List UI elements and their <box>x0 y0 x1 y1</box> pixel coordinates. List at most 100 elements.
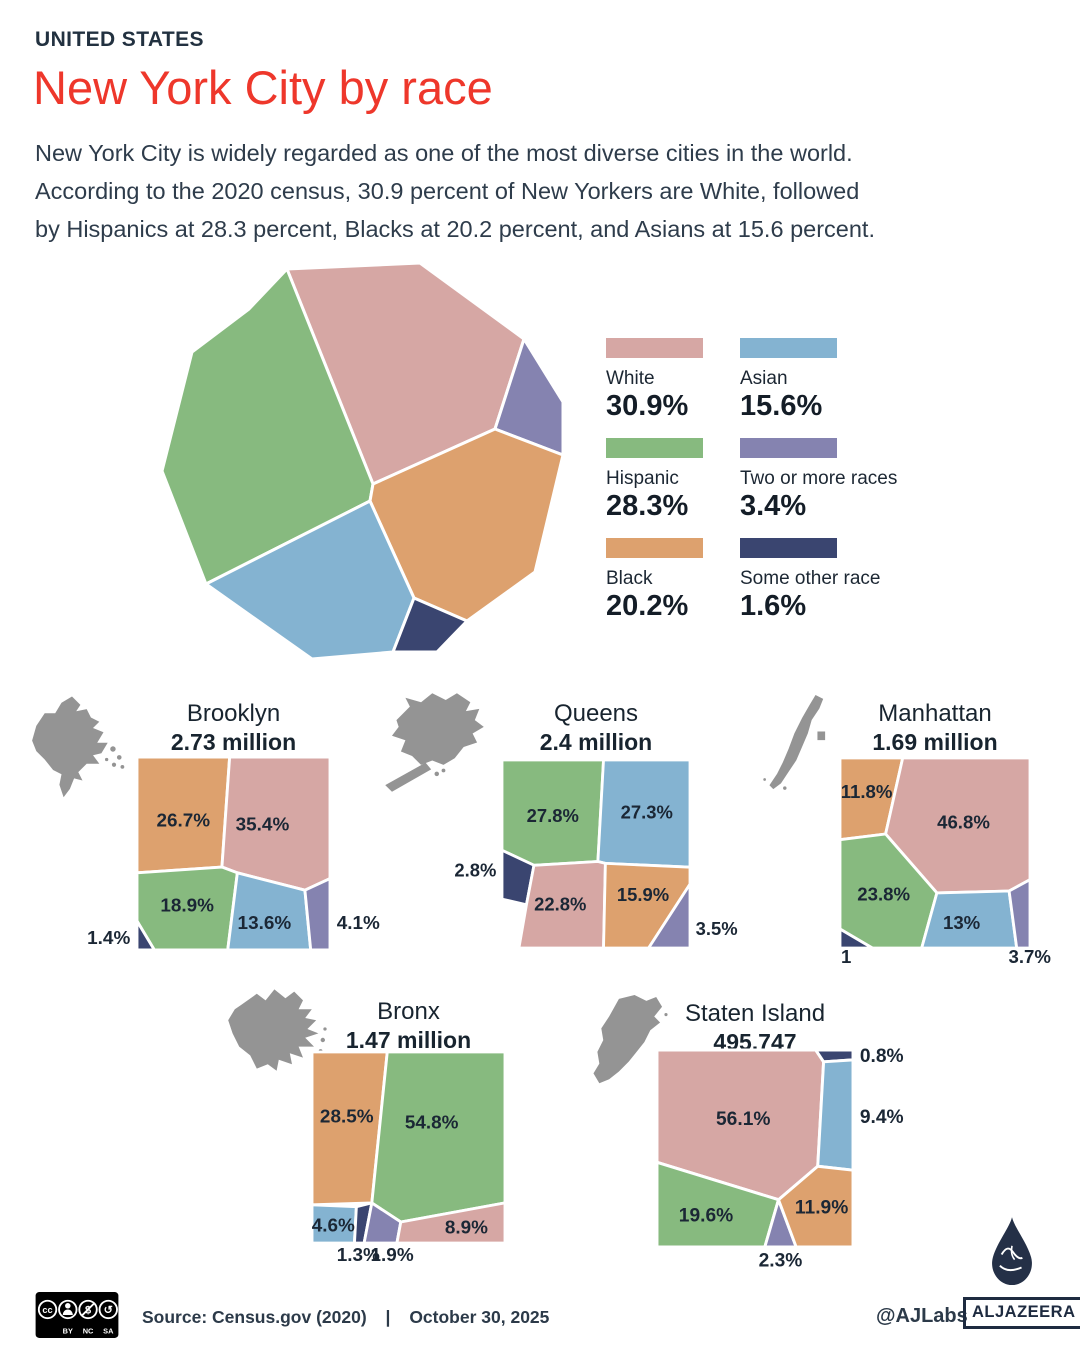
legend-label: Black <box>606 568 653 589</box>
segment-value-label: 11.9% <box>795 1197 848 1218</box>
borough-population: 1.69 million <box>872 729 998 755</box>
brooklyn-map-icon <box>32 696 125 798</box>
segment-value-label: 27.3% <box>621 801 673 822</box>
segment-some-other-race <box>135 919 156 952</box>
segment-value-label: 3.5% <box>696 918 738 939</box>
segment-value-label: 4.1% <box>337 913 380 934</box>
segment-value-label: 26.7% <box>157 810 211 831</box>
segment-hispanic <box>370 1050 507 1224</box>
borough-name: Staten Island <box>684 1000 826 1027</box>
legend-label: Asian <box>740 368 788 389</box>
segment-value-label: 1.4% <box>87 928 130 949</box>
segment-value-label: 13.6% <box>238 913 292 934</box>
segment-value-label: 13% <box>943 912 981 933</box>
overall-race-chart <box>160 261 565 661</box>
borough-name: Queens <box>553 700 639 727</box>
svg-text:BY: BY <box>63 1326 73 1335</box>
segment-value-label: 18.9% <box>160 895 214 916</box>
segment-value-label: 3.7% <box>1008 946 1051 967</box>
source-text: Source: Census.gov (2020) <box>142 1307 367 1327</box>
borough-population: 2.4 million <box>539 729 653 755</box>
legend-swatch <box>740 538 837 558</box>
segment-value-label: 35.4% <box>236 814 290 835</box>
legend-item: Hispanic 28.3% <box>606 438 740 523</box>
segment-value-label: 8.9% <box>445 1217 488 1238</box>
segment-two-or-more-races <box>647 882 692 950</box>
legend-item: White 30.9% <box>606 338 740 423</box>
legend-item: Black 20.2% <box>606 538 740 623</box>
legend: White 30.9% Asian 15.6% Hispanic 28.3% T… <box>606 338 897 623</box>
borough-chart: 26.7% 35.4% 18.9% 13.6% 4.1% 1.4% <box>87 755 380 952</box>
manhattan-map-icon <box>763 695 826 790</box>
borough-name: Bronx <box>377 998 440 1025</box>
legend-swatch <box>606 438 703 458</box>
legend-item: Asian 15.6% <box>740 338 897 423</box>
borough-header: Manhattan 1.69 million <box>840 700 1030 756</box>
legend-label: Hispanic <box>606 468 679 489</box>
segment-value-label: 56.1% <box>716 1109 770 1130</box>
segment-value-label: 2.3% <box>759 1251 803 1272</box>
ajlabs-credit: @AJLabs <box>876 1305 968 1327</box>
segment-value-label: 15.9% <box>617 884 669 905</box>
segment-black <box>777 1164 855 1249</box>
legend-value: 15.6% <box>740 390 823 422</box>
segment-value-label: 27.8% <box>527 805 579 826</box>
segment-value-label: 2.8% <box>454 860 496 881</box>
borough-chart: 27.8% 27.3% 2.8% 22.8% 15.9% 3.5% <box>454 758 738 950</box>
segment-two-or-more-races <box>1007 878 1032 950</box>
aljazeera-wordmark: ALJAZEERA <box>963 1297 1080 1329</box>
borough-chart: 11.8% 46.8% 23.8% 13% 1 3.7% <box>838 756 1051 967</box>
borough-population: 1.47 million <box>345 1027 472 1053</box>
svg-text:↺: ↺ <box>104 1305 113 1317</box>
page-title: New York City by race <box>33 61 493 114</box>
borough-header: Bronx 1.47 million <box>312 998 505 1054</box>
legend-value: 30.9% <box>606 390 689 422</box>
segment-value-label: 0.8% <box>860 1046 904 1067</box>
legend-swatch <box>606 338 703 358</box>
segment-value-label: 1 <box>841 946 851 967</box>
creative-commons-license-icon: cc $ ↺ BY NC SA <box>35 1292 119 1338</box>
legend-label: White <box>606 368 655 389</box>
borough-header: Staten Island 495,747 <box>657 1000 853 1056</box>
legend-swatch <box>740 338 837 358</box>
staten-island-map-icon <box>593 995 668 1084</box>
segment-value-label: 28.5% <box>320 1106 374 1127</box>
segment-value-label: 54.8% <box>405 1111 459 1132</box>
intro-paragraph: New York City is widely regarded as one … <box>35 140 875 242</box>
aljazeera-logo-icon <box>992 1217 1032 1286</box>
source-line: Source: Census.gov (2020) | October 30, … <box>142 1307 549 1328</box>
segment-two-or-more-races <box>303 877 332 952</box>
segment-value-label: 4.6% <box>312 1215 355 1236</box>
legend-label: Two or more races <box>740 468 898 489</box>
segment-value-label: 1.3% <box>337 1244 380 1265</box>
segment-value-label: 9.4% <box>860 1107 904 1128</box>
svg-text:NC: NC <box>83 1326 94 1335</box>
svg-text:SA: SA <box>103 1326 114 1335</box>
legend-value: 3.4% <box>740 490 807 522</box>
kicker: UNITED STATES <box>35 28 204 51</box>
borough-name: Manhattan <box>878 700 992 727</box>
legend-swatch <box>740 438 837 458</box>
segment-value-label: 11.8% <box>841 781 893 802</box>
borough-population: 2.73 million <box>170 729 297 755</box>
borough-header: Brooklyn 2.73 million <box>137 700 330 756</box>
segment-value-label: 22.8% <box>534 893 586 914</box>
borough-chart: 56.1% 0.8% 9.4% 19.6% 2.3% 11.9% <box>655 1046 904 1272</box>
legend-swatch <box>606 538 703 558</box>
legend-value: 28.3% <box>606 490 689 522</box>
legend-value: 20.2% <box>606 590 689 622</box>
svg-text:cc: cc <box>42 1305 52 1315</box>
source-separator: | <box>385 1307 391 1327</box>
legend-item: Two or more races 3.4% <box>740 438 897 523</box>
segment-asian <box>816 1058 855 1172</box>
segment-value-label: 23.8% <box>857 884 910 905</box>
date-text: October 30, 2025 <box>409 1307 550 1327</box>
borough-name: Brooklyn <box>186 700 281 727</box>
segment-some-other-race <box>838 927 874 950</box>
borough-chart: 28.5% 54.8% 4.6% 1.3%1.9% 8.9% <box>310 1050 507 1265</box>
segment-value-label: 1.9% <box>371 1244 414 1265</box>
legend-value: 1.6% <box>740 590 807 622</box>
queens-map-icon <box>385 693 484 792</box>
legend-item: Some other race 1.6% <box>740 538 897 623</box>
